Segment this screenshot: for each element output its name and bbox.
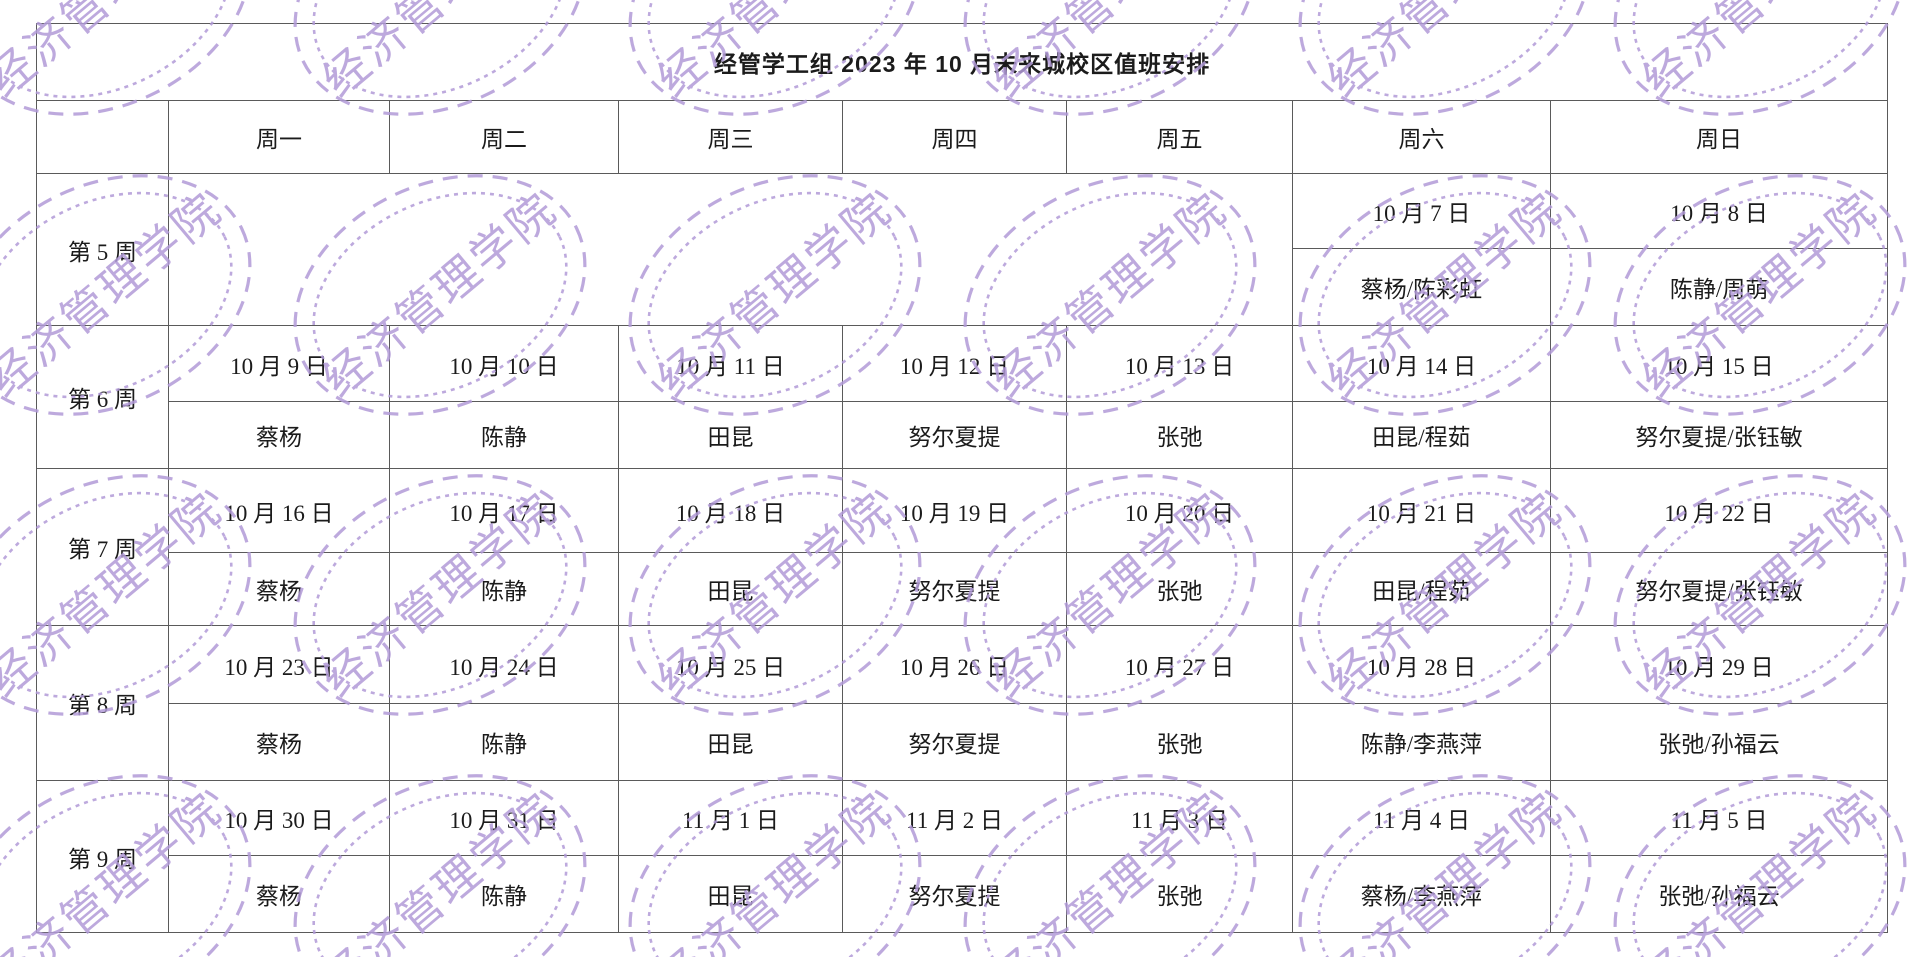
duty-staff-cell: 田昆/程茹 bbox=[1292, 552, 1551, 626]
duty-date-cell: 10 月 12 日 bbox=[842, 325, 1067, 402]
duty-date-cell: 10 月 26 日 bbox=[842, 625, 1067, 704]
corner-cell bbox=[36, 100, 169, 174]
merged-empty-weekdays-cell bbox=[168, 173, 1293, 326]
duty-date-cell: 10 月 16 日 bbox=[168, 468, 390, 553]
duty-date-cell: 10 月 9 日 bbox=[168, 325, 390, 402]
duty-staff-cell: 努尔夏提/张钰敏 bbox=[1549, 401, 1889, 469]
duty-date-cell: 11 月 3 日 bbox=[1066, 780, 1293, 856]
schedule-body: 经管学工组 2023 年 10 月未来城校区值班安排 周一 周二 周三 周四 周五 周六 周日… bbox=[35, 23, 1889, 933]
duty-staff-cell: 努尔夏提/张钰敏 bbox=[1549, 552, 1889, 626]
duty-staff-cell: 蔡杨/李燕萍 bbox=[1292, 855, 1551, 933]
duty-date-cell: 10 月 8 日 bbox=[1549, 173, 1889, 249]
duty-date-cell: 11 月 4 日 bbox=[1292, 780, 1551, 856]
duty-date-cell: 10 月 27 日 bbox=[1066, 625, 1293, 704]
duty-staff-cell: 田昆 bbox=[618, 855, 843, 933]
duty-date-cell: 10 月 25 日 bbox=[618, 625, 843, 704]
duty-staff-cell: 努尔夏提 bbox=[842, 703, 1067, 781]
week-label-2: 第 7 周 bbox=[36, 468, 169, 626]
duty-date-cell: 10 月 22 日 bbox=[1549, 468, 1889, 553]
day-header-6: 周日 bbox=[1549, 100, 1889, 174]
duty-staff-cell: 张弛 bbox=[1066, 703, 1293, 781]
day-header-1: 周二 bbox=[389, 100, 619, 174]
duty-date-cell: 10 月 24 日 bbox=[389, 625, 619, 704]
duty-staff-cell: 陈静/李燕萍 bbox=[1292, 703, 1551, 781]
duty-date-cell: 10 月 30 日 bbox=[168, 780, 390, 856]
duty-date-cell: 10 月 15 日 bbox=[1549, 325, 1889, 402]
day-header-2: 周三 bbox=[618, 100, 843, 174]
duty-date-cell: 10 月 10 日 bbox=[389, 325, 619, 402]
week-label-3: 第 8 周 bbox=[36, 625, 169, 781]
duty-date-cell: 10 月 20 日 bbox=[1066, 468, 1293, 553]
duty-staff-cell: 蔡杨 bbox=[168, 401, 390, 469]
duty-staff-cell: 陈静 bbox=[389, 401, 619, 469]
duty-date-cell: 10 月 21 日 bbox=[1292, 468, 1551, 553]
duty-date-cell: 10 月 19 日 bbox=[842, 468, 1067, 553]
duty-staff-cell: 田昆/程茹 bbox=[1292, 401, 1551, 469]
day-header-5: 周六 bbox=[1292, 100, 1551, 174]
week-label-1: 第 6 周 bbox=[36, 325, 169, 469]
duty-date-cell: 10 月 29 日 bbox=[1549, 625, 1889, 704]
duty-staff-cell: 陈静 bbox=[389, 703, 619, 781]
week-label-0: 第 5 周 bbox=[36, 173, 169, 326]
duty-date-cell: 11 月 5 日 bbox=[1549, 780, 1889, 856]
duty-date-cell: 10 月 23 日 bbox=[168, 625, 390, 704]
duty-date-cell: 10 月 17 日 bbox=[389, 468, 619, 553]
duty-staff-cell: 蔡杨 bbox=[168, 552, 390, 626]
day-header-3: 周四 bbox=[842, 100, 1067, 174]
week-label-4: 第 9 周 bbox=[36, 780, 169, 933]
duty-staff-cell: 蔡杨/陈彩虹 bbox=[1292, 248, 1551, 326]
duty-staff-cell: 努尔夏提 bbox=[842, 552, 1067, 626]
duty-date-cell: 10 月 14 日 bbox=[1292, 325, 1551, 402]
duty-date-cell: 10 月 18 日 bbox=[618, 468, 843, 553]
duty-staff-cell: 田昆 bbox=[618, 552, 843, 626]
duty-staff-cell: 蔡杨 bbox=[168, 703, 390, 781]
duty-staff-cell: 陈静/周萌 bbox=[1549, 248, 1889, 326]
day-header-4: 周五 bbox=[1066, 100, 1293, 174]
duty-date-cell: 11 月 2 日 bbox=[842, 780, 1067, 856]
duty-staff-cell: 陈静 bbox=[389, 552, 619, 626]
duty-staff-cell: 努尔夏提 bbox=[842, 401, 1067, 469]
day-header-0: 周一 bbox=[168, 100, 390, 174]
duty-staff-cell: 张弛/孙福云 bbox=[1549, 703, 1889, 781]
duty-date-cell: 11 月 1 日 bbox=[618, 780, 843, 856]
duty-date-cell: 10 月 31 日 bbox=[389, 780, 619, 856]
duty-staff-cell: 陈静 bbox=[389, 855, 619, 933]
duty-staff-cell: 努尔夏提 bbox=[842, 855, 1067, 933]
duty-staff-cell: 张弛 bbox=[1066, 855, 1293, 933]
duty-schedule-table: 经管学工组 2023 年 10 月未来城校区值班安排 周一 周二 周三 周四 周五 周六 周日… bbox=[35, 23, 1889, 933]
duty-staff-cell: 张弛/孙福云 bbox=[1549, 855, 1889, 933]
duty-date-cell: 10 月 11 日 bbox=[618, 325, 843, 402]
duty-date-cell: 10 月 13 日 bbox=[1066, 325, 1293, 402]
duty-date-cell: 10 月 28 日 bbox=[1292, 625, 1551, 704]
duty-staff-cell: 田昆 bbox=[618, 401, 843, 469]
duty-staff-cell: 蔡杨 bbox=[168, 855, 390, 933]
duty-date-cell: 10 月 7 日 bbox=[1292, 173, 1551, 249]
duty-staff-cell: 张弛 bbox=[1066, 552, 1293, 626]
duty-staff-cell: 田昆 bbox=[618, 703, 843, 781]
schedule-title: 经管学工组 2023 年 10 月未来城校区值班安排 bbox=[35, 23, 1889, 101]
duty-staff-cell: 张弛 bbox=[1066, 401, 1293, 469]
